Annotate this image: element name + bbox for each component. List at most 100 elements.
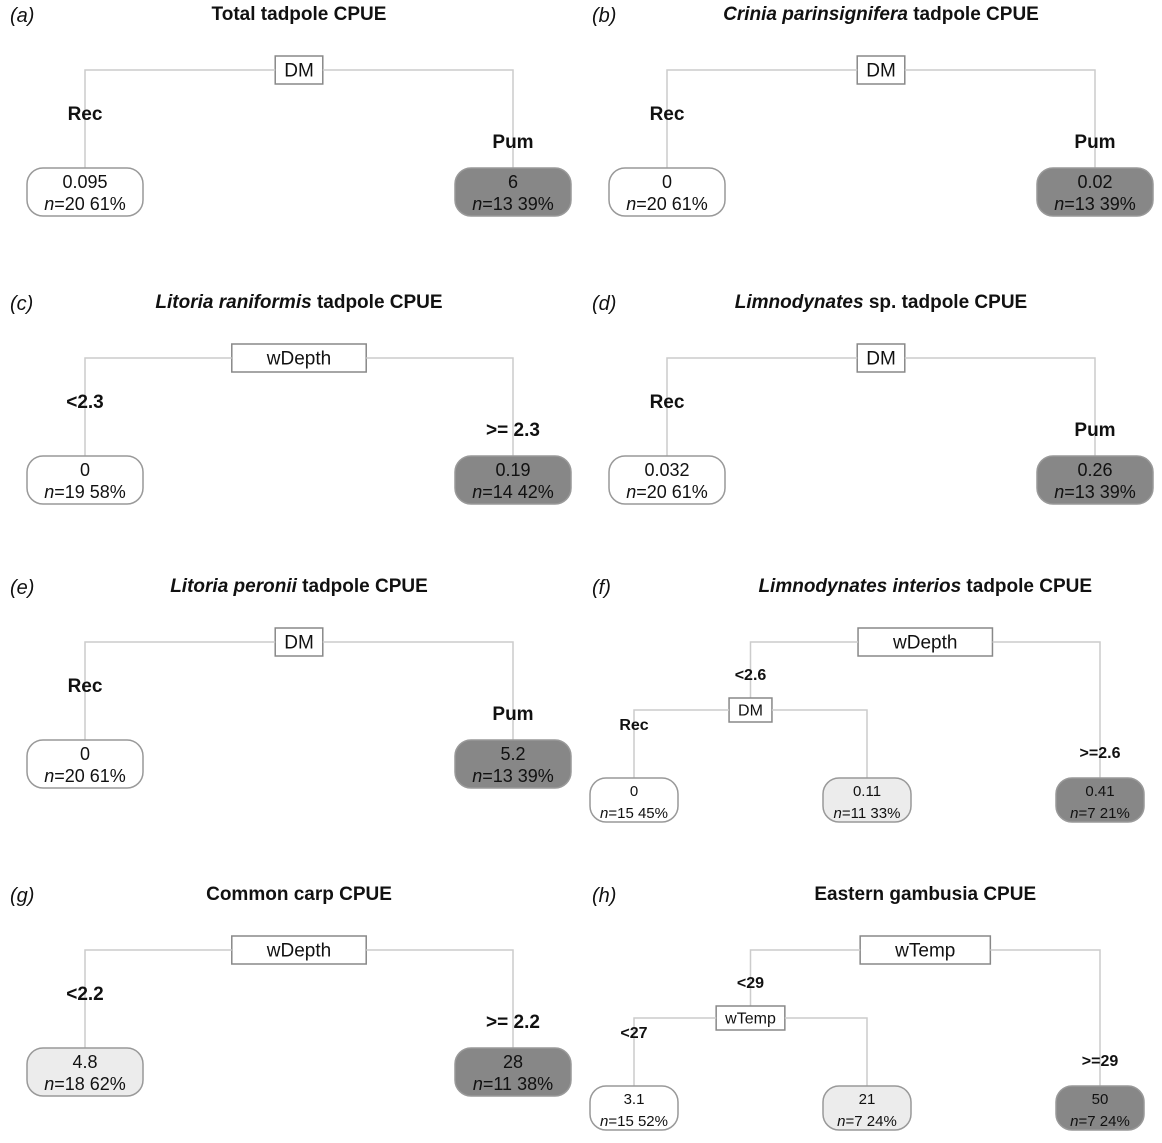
leaf-stats: n=14 42% <box>472 482 554 502</box>
leaf-count: =7 <box>1079 1113 1096 1130</box>
leaf-count: =20 <box>636 482 667 502</box>
leaf-node <box>26 167 144 217</box>
leaf-count: =20 <box>636 194 667 214</box>
title-part: sp. tadpole CPUE <box>864 292 1028 313</box>
leaf-count: =19 <box>54 482 85 502</box>
leaf-stats: n=7 24% <box>1070 1113 1130 1130</box>
panel-title: Limnodynates interios tadpole CPUE <box>758 576 1092 597</box>
panel: (e) Litoria peronii tadpole CPUEDMRec0n=2… <box>10 576 572 789</box>
branch-label: >=2.6 <box>1080 745 1121 762</box>
title-part: Eastern gambusia CPUE <box>814 884 1036 905</box>
panel-title: Total tadpole CPUE <box>212 4 387 25</box>
leaf-stats: n=7 24% <box>837 1113 897 1130</box>
panel-label: (d) <box>592 293 616 315</box>
panel-title: Litoria raniformis tadpole CPUE <box>155 292 442 313</box>
leaf-count: =13 <box>1064 194 1095 214</box>
leaf-count: =15 <box>608 1113 633 1130</box>
leaf-percent: 39% <box>1100 194 1136 214</box>
split-node <box>859 935 992 965</box>
leaf-percent: 61% <box>672 194 708 214</box>
branch-label: >= 2.2 <box>486 1012 540 1033</box>
leaf-stats: n=15 52% <box>600 1113 668 1130</box>
leaf-n: n <box>44 194 54 214</box>
leaf-value: 6 <box>508 172 518 192</box>
panel-label: (e) <box>10 577 34 599</box>
leaf-count: =20 <box>54 194 85 214</box>
panel-label: (f) <box>592 577 611 599</box>
leaf-value: 0.41 <box>1085 783 1114 800</box>
leaf-stats: n=20 61% <box>44 194 126 214</box>
leaf-stats: n=13 39% <box>472 766 554 786</box>
leaf-stats: n=13 39% <box>1054 482 1136 502</box>
leaf-n: n <box>626 482 636 502</box>
leaf-n: n <box>473 1074 483 1094</box>
leaf-node <box>822 777 912 823</box>
leaf-n: n <box>600 805 608 822</box>
panel-label: (a) <box>10 5 34 27</box>
leaf-value: 0.095 <box>62 172 107 192</box>
leaf-percent: 39% <box>518 766 554 786</box>
panel: (f) Limnodynates interios tadpole CPUE wDe… <box>589 576 1145 823</box>
leaf-value: 50 <box>1092 1091 1109 1108</box>
split-label: wDepth <box>892 633 957 654</box>
split-label: DM <box>866 61 896 82</box>
split-node <box>274 627 324 657</box>
title-part: tadpole CPUE <box>297 576 428 597</box>
leaf-percent: 58% <box>90 482 126 502</box>
leaf-node <box>589 777 679 823</box>
leaf-n: n <box>1054 482 1064 502</box>
leaf-stats: n=13 39% <box>1054 194 1136 214</box>
leaf-stats: n=11 38% <box>473 1074 553 1094</box>
leaf-percent: 61% <box>672 482 708 502</box>
split-node <box>856 55 906 85</box>
leaf-value: 0.11 <box>853 783 881 800</box>
connector <box>84 69 514 168</box>
leaf-node <box>454 167 572 217</box>
leaf-node <box>454 455 572 505</box>
leaf-value: 5.2 <box>500 744 525 764</box>
leaf-n: n <box>837 1113 845 1130</box>
branch-label: Pum <box>1074 132 1115 153</box>
leaf-n: n <box>44 1074 54 1094</box>
split-label: wDepth <box>266 349 331 370</box>
leaf-percent: 62% <box>90 1074 126 1094</box>
leaf-stats: n=20 61% <box>626 194 708 214</box>
panel-title: Limnodynates sp. tadpole CPUE <box>735 292 1027 313</box>
leaf-stats: n=20 61% <box>44 766 126 786</box>
leaf-node <box>589 1085 679 1131</box>
split-label: wTemp <box>724 1011 776 1028</box>
leaf-count: =15 <box>608 805 633 822</box>
leaf-value: 4.8 <box>72 1052 97 1072</box>
leaf-count: =13 <box>1064 482 1095 502</box>
panel-title: Common carp CPUE <box>206 884 392 905</box>
leaf-value: 0 <box>80 460 90 480</box>
leaf-percent: 61% <box>90 194 126 214</box>
split-label: DM <box>738 703 763 720</box>
leaf-count: =11 <box>842 805 866 822</box>
leaf-stats: n=18 62% <box>44 1074 126 1094</box>
connector <box>749 949 1101 1086</box>
branch-label: >= 2.3 <box>486 420 540 441</box>
leaf-stats: n=19 58% <box>44 482 126 502</box>
leaf-percent: 45% <box>638 805 668 822</box>
split-node <box>715 1005 786 1031</box>
title-part: tadpole CPUE <box>961 576 1092 597</box>
leaf-node <box>26 455 144 505</box>
leaf-count: =20 <box>54 766 85 786</box>
leaf-n: n <box>472 482 482 502</box>
leaf-n: n <box>44 766 54 786</box>
panel: (h) Eastern gambusia CPUE wTemp <29 wTemp <27… <box>589 884 1145 1131</box>
split-node <box>231 343 367 373</box>
branch-label: >=29 <box>1082 1053 1119 1070</box>
connector <box>633 709 868 778</box>
leaf-n: n <box>1070 1113 1078 1130</box>
title-part: Common carp CPUE <box>206 884 392 905</box>
branch-label: Pum <box>492 132 533 153</box>
leaf-node <box>1036 167 1154 217</box>
panel-label: (h) <box>592 885 616 907</box>
connector <box>633 1017 868 1086</box>
branch-label: Rec <box>619 717 648 734</box>
connector <box>666 69 1096 168</box>
panel-title: Eastern gambusia CPUE <box>814 884 1036 905</box>
